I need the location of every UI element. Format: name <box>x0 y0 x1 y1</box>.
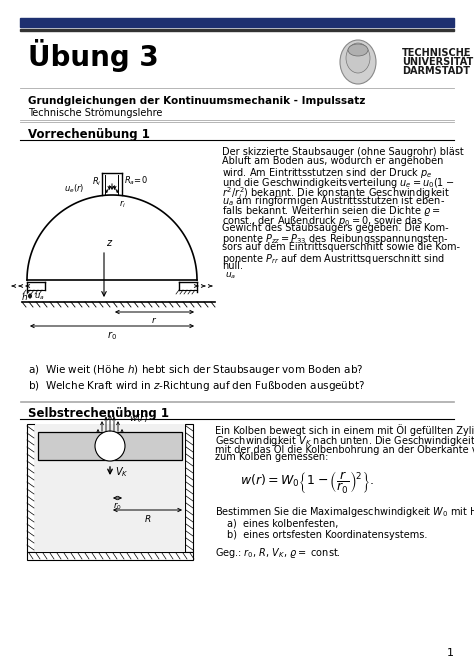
Text: $R_a\!=\!0$: $R_a\!=\!0$ <box>124 175 148 187</box>
Text: $w(r)$: $w(r)$ <box>129 412 148 424</box>
Text: Grundgleichungen der Kontinuumsmechanik - Impulssatz: Grundgleichungen der Kontinuumsmechanik … <box>28 96 365 106</box>
Text: $z$: $z$ <box>106 238 113 248</box>
Text: $r_0$: $r_0$ <box>107 329 117 342</box>
Text: $r_0$: $r_0$ <box>113 501 122 513</box>
Bar <box>20 29 454 31</box>
Text: $w(r) = W_0 \left\{1 - \left(\dfrac{r}{r_0}\right)^2\right\}.$: $w(r) = W_0 \left\{1 - \left(\dfrac{r}{r… <box>240 470 374 496</box>
Text: zum Kolben gemessen:: zum Kolben gemessen: <box>215 452 328 462</box>
Text: $r^2/r_i^2)$ bekannt. Die konstante Geschwindigkeit: $r^2/r_i^2)$ bekannt. Die konstante Gesc… <box>222 185 450 202</box>
Text: Geschwindigkeit $V_K$ nach unten. Die Geschwindigkeitsverteilung $w(r)$,: Geschwindigkeit $V_K$ nach unten. Die Ge… <box>215 433 474 448</box>
Text: $u_a$: $u_a$ <box>34 292 45 302</box>
Circle shape <box>95 431 125 461</box>
Text: Gewicht des Staubsaugers gegeben. Die Kom-: Gewicht des Staubsaugers gegeben. Die Ko… <box>222 223 448 233</box>
Text: $r_i$: $r_i$ <box>119 199 127 210</box>
Text: $u_a$: $u_a$ <box>225 271 236 281</box>
Bar <box>185 424 193 552</box>
Bar <box>38 432 182 460</box>
Bar <box>35 424 185 552</box>
Text: const., der Außendruck $p_0 = 0$, sowie das: const., der Außendruck $p_0 = 0$, sowie … <box>222 214 423 228</box>
Text: null.: null. <box>222 261 243 271</box>
Bar <box>27 552 193 560</box>
Text: und die Geschwindigkeitsverteilung $u_e = u_0(1 -$: und die Geschwindigkeitsverteilung $u_e … <box>222 176 454 190</box>
Text: Der skizzierte Staubsauger (ohne Saugrohr) bläst: Der skizzierte Staubsauger (ohne Saugroh… <box>222 147 464 157</box>
Ellipse shape <box>340 40 376 84</box>
Text: $u_a$ am ringförmigen Austrittsstutzen ist eben-: $u_a$ am ringförmigen Austrittsstutzen i… <box>222 194 445 208</box>
Text: sors auf dem Eintrittsquerschnitt sowie die Kom-: sors auf dem Eintrittsquerschnitt sowie … <box>222 242 460 252</box>
Bar <box>27 424 35 552</box>
Text: DARMSTADT: DARMSTADT <box>402 66 470 76</box>
Text: a)  eines kolbenfesten,: a) eines kolbenfesten, <box>227 518 338 528</box>
Text: falls bekannt. Weiterhin seien die Dichte $\varrho =$: falls bekannt. Weiterhin seien die Dicht… <box>222 204 440 218</box>
Ellipse shape <box>346 43 370 73</box>
Text: b)  Welche Kraft wird in $z$-Richtung auf den Fußboden ausgeübt?: b) Welche Kraft wird in $z$-Richtung auf… <box>28 379 365 393</box>
Text: Ein Kolben bewegt sich in einem mit Öl gefüllten Zylinder mit der: Ein Kolben bewegt sich in einem mit Öl g… <box>215 424 474 436</box>
Text: Bestimmen Sie die Maximalgeschwindigkeit $W_0$ mit Hilfe: Bestimmen Sie die Maximalgeschwindigkeit… <box>215 505 474 519</box>
Text: 1: 1 <box>447 648 454 658</box>
Text: $R_i$: $R_i$ <box>91 175 101 188</box>
Text: $V_K$: $V_K$ <box>115 465 128 479</box>
Text: Vorrechenübung 1: Vorrechenübung 1 <box>28 128 150 141</box>
Text: $u_e(r)$: $u_e(r)$ <box>64 183 84 195</box>
Text: UNIVERSITÄT: UNIVERSITÄT <box>402 57 473 67</box>
Text: Abluft am Boden aus, wodurch er angehoben: Abluft am Boden aus, wodurch er angehobe… <box>222 157 443 167</box>
Text: Technische Strömungslehre: Technische Strömungslehre <box>28 108 163 118</box>
Ellipse shape <box>348 44 368 56</box>
Text: ponente $P_{zz} = P_{33}$ des Reibungsspannungsten-: ponente $P_{zz} = P_{33}$ des Reibungssp… <box>222 232 449 247</box>
Text: $R$: $R$ <box>144 513 151 524</box>
Text: ponente $P_{rr}$ auf dem Austrittsquerschnitt sind: ponente $P_{rr}$ auf dem Austrittsquersc… <box>222 251 445 265</box>
Text: mit der das Öl die Kolbenbohrung an der Oberkante verlässt, ist relativ: mit der das Öl die Kolbenbohrung an der … <box>215 443 474 455</box>
Bar <box>20 18 454 27</box>
Text: Geg.: $r_0$, $R$, $V_K$, $\varrho =$ const.: Geg.: $r_0$, $R$, $V_K$, $\varrho =$ con… <box>215 546 341 560</box>
Text: $h$: $h$ <box>21 291 28 302</box>
Text: Selbstrechenübung 1: Selbstrechenübung 1 <box>28 407 169 420</box>
Text: Übung 3: Übung 3 <box>28 38 159 72</box>
Text: $r$: $r$ <box>151 315 157 325</box>
Text: a)  Wie weit (Höhe $h$) hebt sich der Staubsauger vom Boden ab?: a) Wie weit (Höhe $h$) hebt sich der Sta… <box>28 363 364 377</box>
Text: wird. Am Eintrittsstutzen sind der Druck $p_e$: wird. Am Eintrittsstutzen sind der Druck… <box>222 166 432 180</box>
Text: TECHNISCHE: TECHNISCHE <box>402 48 472 58</box>
Text: b)  eines ortsfesten Koordinatensystems.: b) eines ortsfesten Koordinatensystems. <box>227 530 428 540</box>
